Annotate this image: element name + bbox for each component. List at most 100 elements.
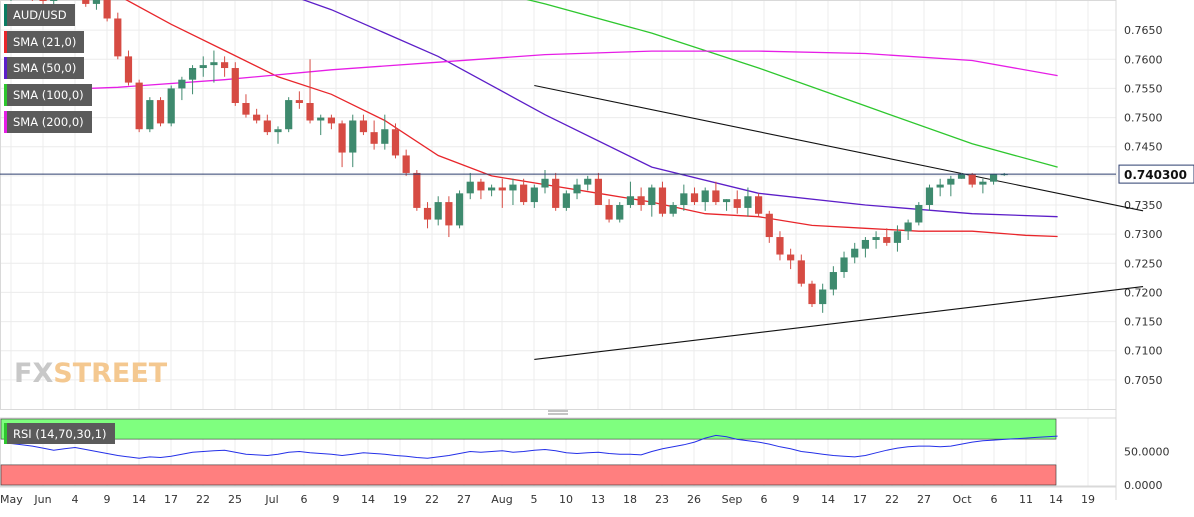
candle-body — [552, 178, 560, 208]
y-tick-label: 0.7200 — [1124, 286, 1163, 299]
rsi-legend[interactable]: RSI (14,70,30,1) — [4, 423, 115, 444]
y-tick-label: 0.7600 — [1124, 53, 1163, 66]
candle-body — [605, 205, 613, 220]
candle-body — [210, 62, 218, 66]
x-tick-label: 6 — [301, 493, 308, 506]
candle-body — [402, 155, 410, 173]
y-tick-label: 0.7550 — [1124, 82, 1163, 95]
candle-body — [701, 190, 709, 203]
candle-body — [712, 190, 720, 203]
candle-body — [199, 65, 207, 69]
candle-body — [82, 0, 90, 4]
candle-body — [242, 103, 250, 115]
legend-swatch — [4, 30, 7, 53]
candle-body — [114, 18, 122, 57]
candle-body — [851, 248, 859, 258]
legend-item-sma200[interactable]: SMA (200,0) — [4, 110, 92, 133]
candle-body — [829, 272, 837, 290]
candle-body — [285, 100, 293, 130]
x-tick-label: 13 — [591, 493, 605, 506]
rsi-oversold-band — [0, 464, 1057, 486]
candle-body — [466, 181, 474, 194]
rsi-overbought-band — [0, 418, 1057, 440]
candle-body — [167, 88, 175, 124]
sma-line — [10, 50, 1058, 92]
candle-body — [178, 79, 186, 89]
legend-label: SMA (21,0) — [13, 34, 77, 49]
candle-body — [434, 202, 442, 220]
candle-body — [755, 196, 763, 214]
candle-body — [253, 114, 261, 121]
legend-label: SMA (50,0) — [13, 61, 77, 76]
x-tick-label: 22 — [885, 493, 899, 506]
candle-body — [616, 205, 624, 220]
legend-swatch — [4, 84, 7, 107]
candle-body — [124, 56, 133, 83]
candle-body — [936, 184, 944, 188]
rsi-tick-label: 50.0000 — [1124, 446, 1170, 459]
last-price-label: 0.740300 — [1124, 168, 1187, 182]
candle-body — [979, 181, 987, 185]
candle-body — [413, 172, 421, 208]
candle-body — [295, 100, 303, 103]
legend-item-sma50[interactable]: SMA (50,0) — [4, 57, 85, 80]
y-tick-label: 0.7300 — [1124, 228, 1163, 241]
candle-body — [680, 193, 688, 205]
candle-body — [989, 174, 998, 182]
candles — [10, 0, 1008, 313]
candle-body — [541, 178, 549, 188]
candle-body — [455, 193, 464, 226]
chart-legend: AUD/USD SMA (21,0) SMA (50,0) SMA (100,0… — [4, 4, 92, 137]
candle-body — [957, 174, 966, 179]
candle-body — [135, 82, 143, 130]
x-tick-label: Oct — [952, 493, 972, 506]
x-tick-label: 22 — [425, 493, 439, 506]
candle-body — [317, 117, 325, 121]
y-tick-label: 0.7100 — [1124, 345, 1163, 358]
candle-body — [39, 0, 47, 1]
legend-label: SMA (100,0) — [13, 88, 84, 103]
candle-body — [872, 237, 880, 240]
x-tick-label: 4 — [72, 493, 79, 506]
x-tick-label: 11 — [1019, 493, 1033, 506]
candle-body — [787, 254, 795, 261]
candle-body — [381, 129, 389, 144]
sma-line — [302, 0, 1058, 218]
candle-body — [947, 178, 955, 185]
candle-body — [530, 187, 538, 203]
candle-body — [840, 257, 848, 273]
candle-body — [231, 68, 239, 103]
y-tick-label: 0.7500 — [1124, 112, 1163, 125]
candle-body — [477, 181, 485, 191]
y-tick-label: 0.7350 — [1124, 199, 1163, 212]
candle-body — [263, 120, 271, 133]
candle-body — [883, 237, 891, 243]
candle-body — [648, 187, 656, 205]
legend-swatch — [4, 57, 7, 80]
x-tick-label: 9 — [333, 493, 340, 506]
legend-item-audusd[interactable]: AUD/USD — [4, 4, 75, 26]
candle-body — [188, 68, 197, 80]
x-tick-label: 22 — [196, 493, 210, 506]
sma-line — [526, 0, 1058, 168]
y-tick-label: 0.7250 — [1124, 257, 1163, 270]
candle-body — [626, 196, 635, 205]
candle-body — [904, 222, 912, 232]
legend-item-sma21[interactable]: SMA (21,0) — [4, 30, 85, 53]
candle-body — [797, 260, 805, 284]
candle-body — [925, 187, 934, 205]
candle-body — [50, 0, 58, 1]
candle-body — [968, 174, 976, 185]
candle-body — [445, 202, 453, 226]
legend-swatch — [4, 110, 7, 133]
x-tick-label: 19 — [393, 493, 407, 506]
candle-body — [146, 100, 154, 130]
candle-body — [722, 199, 731, 203]
x-tick-label: Sep — [722, 493, 743, 506]
candle-body — [498, 187, 506, 191]
candle-body — [893, 231, 902, 243]
x-tick-label: 17 — [164, 493, 178, 506]
x-tick-label: 14 — [1049, 493, 1063, 506]
legend-item-sma100[interactable]: SMA (100,0) — [4, 84, 92, 107]
candle-body — [370, 132, 378, 144]
